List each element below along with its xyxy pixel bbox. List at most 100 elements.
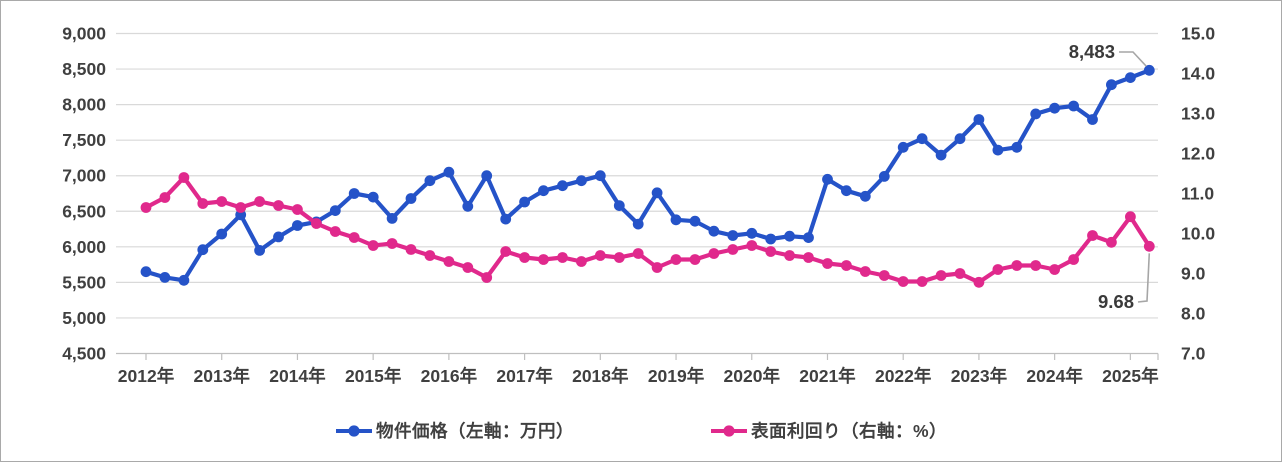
price-point xyxy=(197,244,209,256)
price-point xyxy=(1030,108,1042,120)
yield-point xyxy=(897,276,909,287)
yield-point xyxy=(973,276,985,288)
price-point xyxy=(1068,100,1079,112)
yield-point xyxy=(197,198,209,209)
left-axis-label: 7,500 xyxy=(62,130,106,150)
price-series-legend-icon xyxy=(335,424,372,437)
yield-point xyxy=(1125,211,1136,223)
price-point xyxy=(727,230,739,241)
x-axis-year-label: 2024年 xyxy=(1026,366,1083,386)
x-axis-year-label: 2019年 xyxy=(648,366,705,386)
price-point xyxy=(1143,64,1155,76)
x-axis-year-label: 2022年 xyxy=(875,366,932,386)
yield-point xyxy=(462,262,474,273)
yield-point xyxy=(594,250,606,261)
yield-point xyxy=(292,204,303,215)
price-point xyxy=(651,187,663,199)
yield-point xyxy=(708,248,720,259)
price-point xyxy=(178,274,190,286)
price-point xyxy=(670,214,682,226)
price-point xyxy=(632,218,644,230)
price-point xyxy=(367,191,379,203)
price-point xyxy=(292,220,303,231)
left-axis-label: 5,000 xyxy=(62,308,106,328)
x-axis-year-label: 2016年 xyxy=(421,366,478,386)
price-point xyxy=(689,215,701,227)
yield-point xyxy=(500,246,512,257)
right-axis-label: 12.0 xyxy=(1181,144,1215,164)
price-point xyxy=(1011,141,1023,153)
price-point xyxy=(613,200,625,212)
yield-point xyxy=(1106,236,1117,248)
price-point xyxy=(1087,114,1098,125)
price-point xyxy=(557,180,568,192)
right-axis-label: 13.0 xyxy=(1181,104,1215,124)
x-axis-year-label: 2014年 xyxy=(269,366,326,386)
dual-axis-line-chart: 9,000 8,500 8,000 7,500 7,000 6,500 6,000 5,500… xyxy=(62,24,1215,387)
right-axis-label: 10.0 xyxy=(1181,224,1215,244)
yield-point xyxy=(367,240,379,251)
price-point xyxy=(878,171,890,182)
price-point xyxy=(519,196,530,208)
price-point xyxy=(329,205,341,217)
yield-point xyxy=(311,218,322,229)
yield-point xyxy=(784,250,795,261)
yield-point xyxy=(254,196,265,207)
legend-label-price: 物件価格（左軸：万円） xyxy=(375,421,574,441)
yield-point xyxy=(1087,230,1098,241)
price-point xyxy=(784,230,795,242)
yield-point xyxy=(273,200,284,211)
yield-point xyxy=(557,252,568,263)
x-axis-year-label: 2021年 xyxy=(799,366,856,386)
yield-point xyxy=(1143,240,1155,252)
yield-point xyxy=(1030,260,1042,271)
yield-point xyxy=(651,262,663,273)
yield-point xyxy=(443,256,455,267)
yield-point xyxy=(329,226,341,237)
left-axis-label: 9,000 xyxy=(62,24,106,44)
price-point xyxy=(708,225,720,237)
price-annotation-leader xyxy=(1119,51,1147,67)
price-point xyxy=(538,185,549,197)
left-axis-label: 6,500 xyxy=(62,201,106,221)
price-point xyxy=(992,144,1004,156)
yield-point xyxy=(632,248,644,259)
x-axis-year-label: 2017年 xyxy=(496,366,553,386)
price-point xyxy=(462,200,474,212)
yield-point xyxy=(348,232,360,243)
right-axis-label: 8.0 xyxy=(1181,304,1206,324)
price-point xyxy=(822,173,833,185)
left-axis-label: 6,000 xyxy=(62,237,106,257)
right-axis-label: 14.0 xyxy=(1181,64,1215,84)
right-axis-label: 7.0 xyxy=(1181,344,1206,364)
right-axis-label: 15.0 xyxy=(1181,24,1215,44)
price-point xyxy=(746,227,758,239)
yield-point xyxy=(235,202,247,213)
yield-series-legend-icon xyxy=(710,424,747,437)
price-point xyxy=(765,233,777,245)
left-axis-label: 4,500 xyxy=(62,344,106,364)
price-point xyxy=(594,170,606,182)
yield-point xyxy=(1011,260,1023,271)
price-point xyxy=(424,175,436,187)
yield-point xyxy=(803,252,814,263)
price-point xyxy=(443,166,455,178)
yield-point xyxy=(727,244,739,255)
yield-point xyxy=(386,238,398,249)
x-axis-year-label: 2023年 xyxy=(951,366,1008,386)
price-point xyxy=(803,232,814,244)
price-point xyxy=(935,149,947,161)
price-point xyxy=(481,170,493,182)
yield-point xyxy=(859,266,871,277)
legend-item-price: 物件価格（左軸：万円） xyxy=(335,418,574,443)
left-axis-label: 8,500 xyxy=(62,59,106,79)
yield-point xyxy=(159,192,171,203)
yield-point xyxy=(216,196,228,207)
price-point xyxy=(216,228,228,240)
left-axis-label: 5,500 xyxy=(62,272,106,292)
price-point xyxy=(348,188,360,199)
price-point xyxy=(386,213,398,224)
price-point xyxy=(140,266,152,278)
price-point xyxy=(405,193,417,204)
